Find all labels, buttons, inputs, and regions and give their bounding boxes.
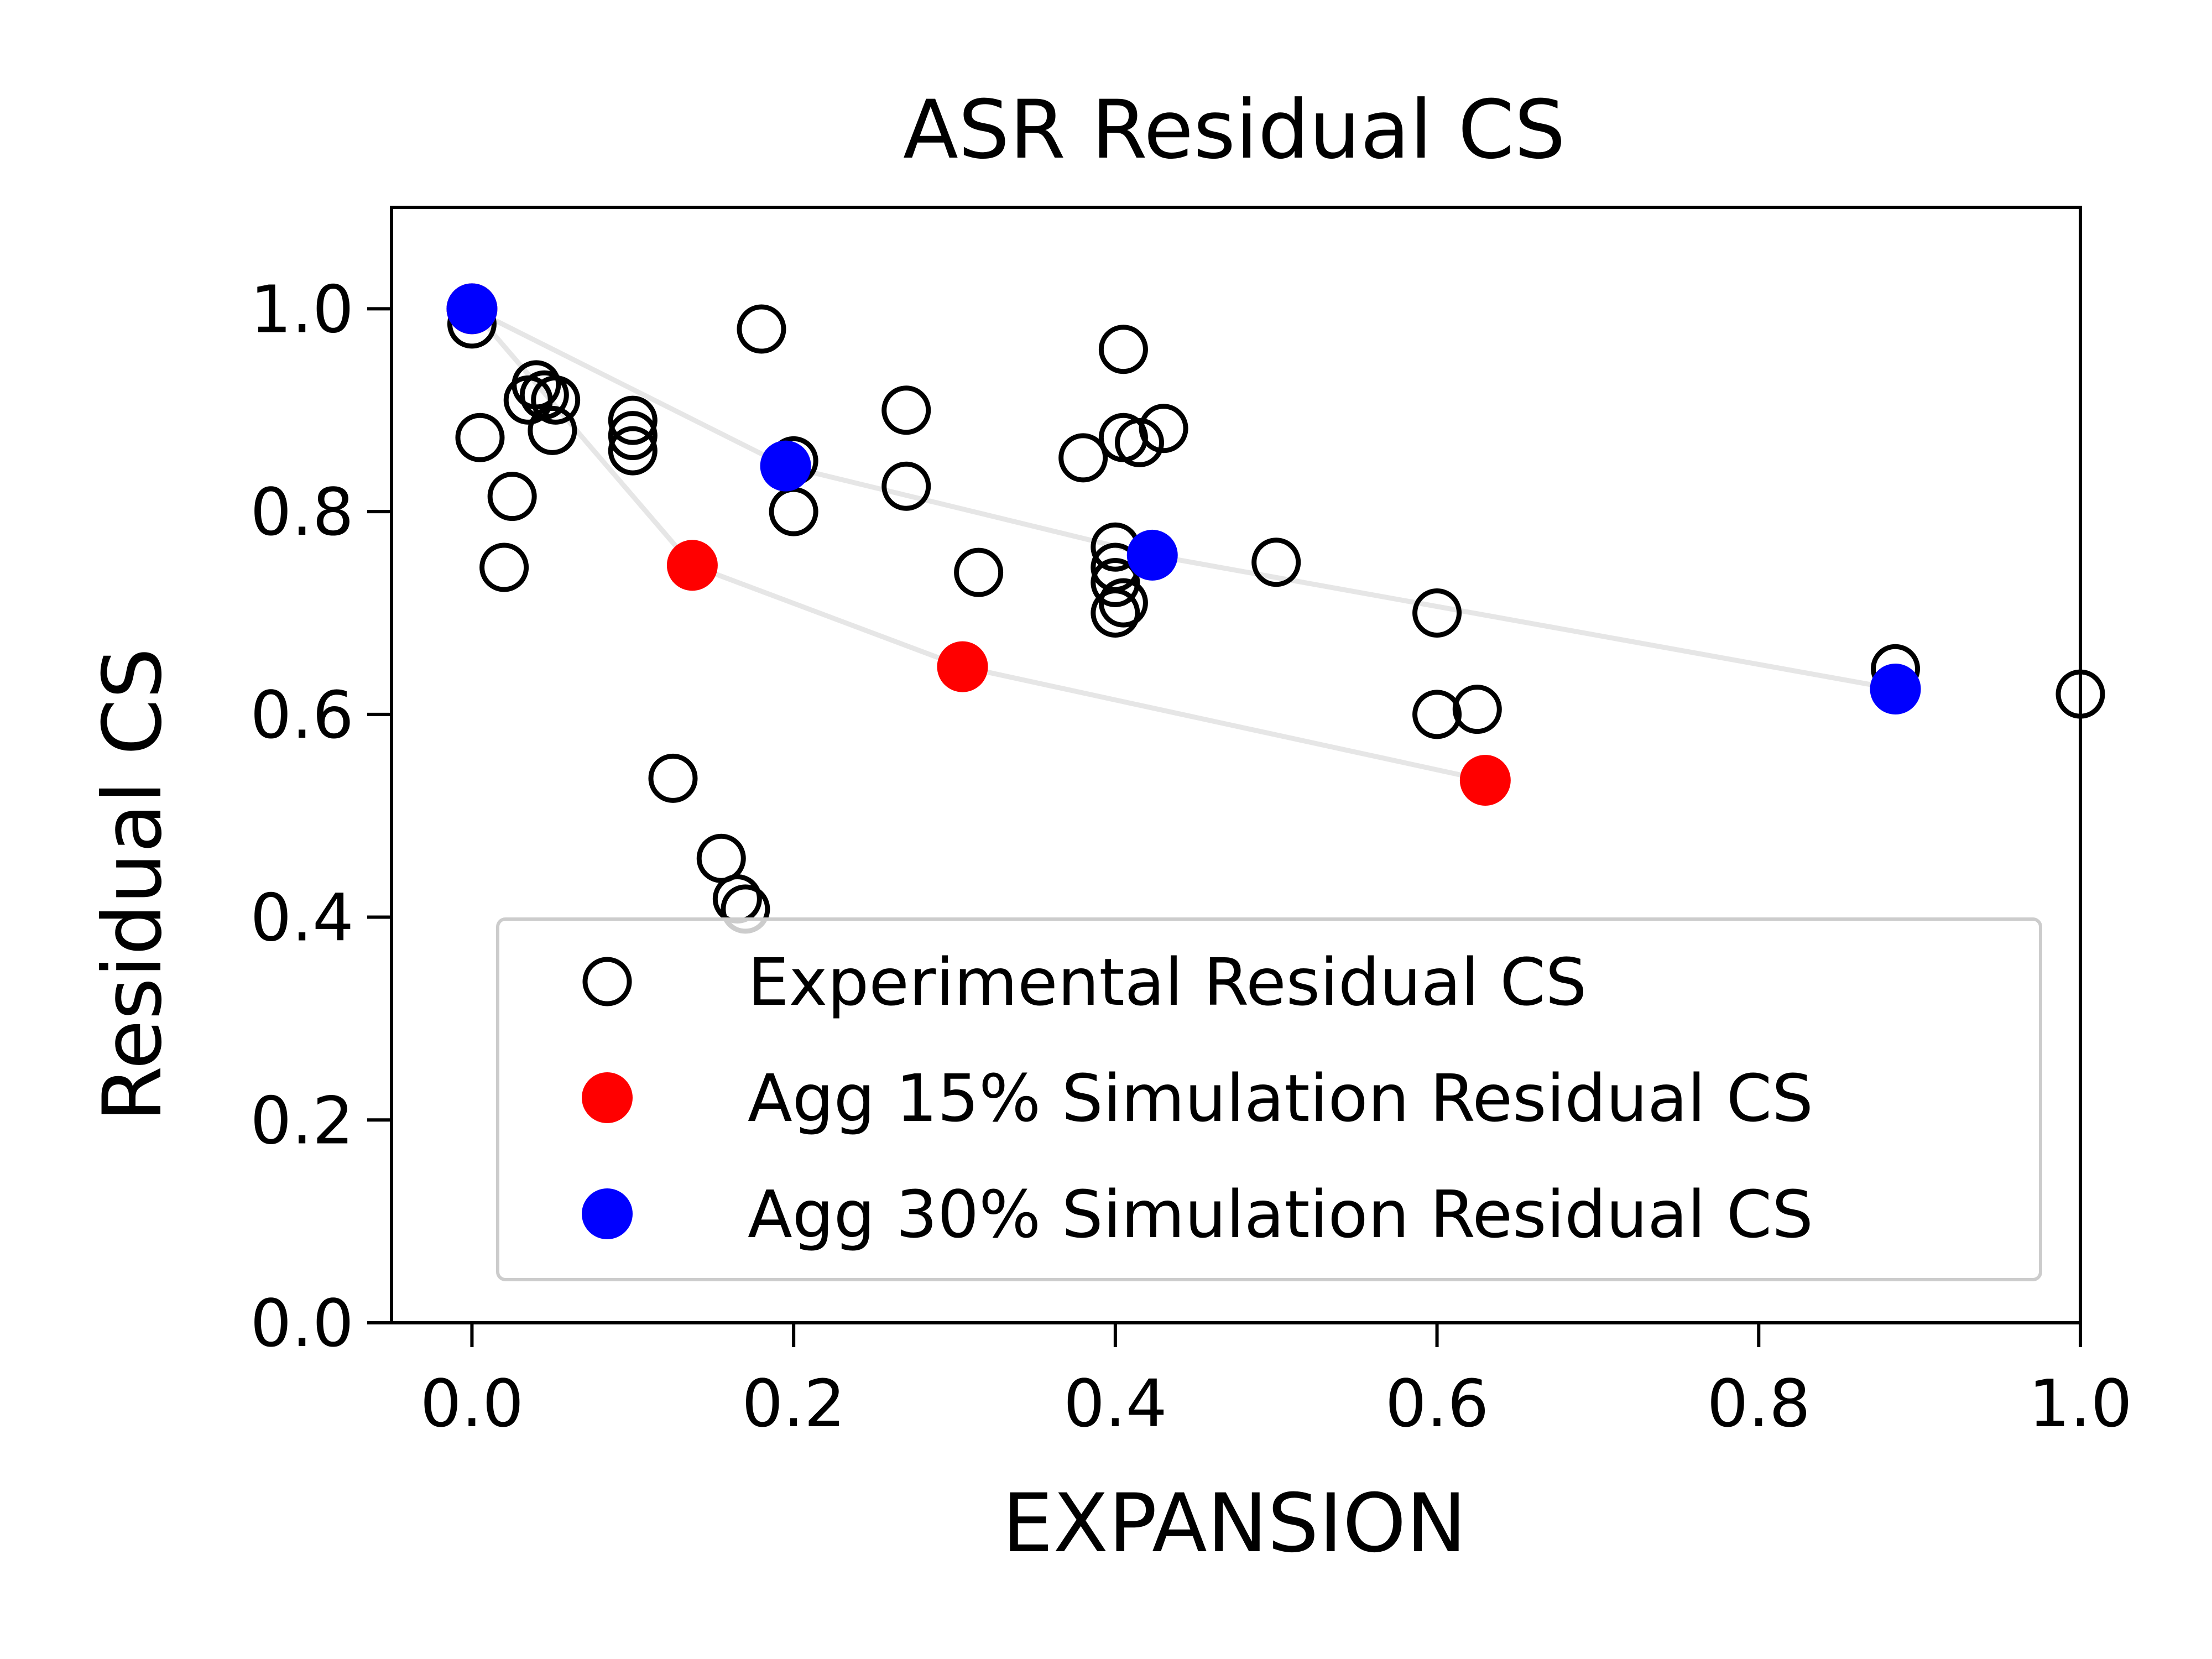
- experimental-point: [1452, 685, 1502, 734]
- experimental-point: [648, 753, 698, 803]
- experimental-point: [1098, 325, 1148, 374]
- legend-marker: [582, 957, 632, 1006]
- experimental-point: [954, 547, 1004, 597]
- simulation-point: [1126, 529, 1178, 581]
- experimental-point: [1139, 404, 1188, 453]
- legend-label: Experimental Residual CS: [748, 944, 1587, 1020]
- y-axis-ticks: 0.0 0.2 0.4 0.6 0.8 1.0: [250, 271, 392, 1361]
- x-axis-label: EXPANSION: [1002, 1477, 1467, 1571]
- data-points: [446, 283, 2105, 934]
- experimental-point: [737, 304, 786, 354]
- simulation-point: [1870, 663, 1921, 714]
- legend-label: Agg 15% Simulation Residual CS: [748, 1060, 1813, 1136]
- x-tick-label: 0.2: [742, 1365, 846, 1442]
- series-line: [471, 306, 1896, 692]
- simulation-point: [1459, 755, 1511, 806]
- x-tick-label: 0.6: [1385, 1365, 1489, 1442]
- experimental-point: [479, 542, 529, 592]
- experimental-point: [1091, 557, 1140, 607]
- y-axis-label: Residual CS: [86, 648, 180, 1122]
- experimental-point: [881, 461, 931, 511]
- x-tick-label: 0.8: [1707, 1365, 1811, 1442]
- experimental-point: [608, 411, 658, 461]
- experimental-point: [1091, 588, 1140, 638]
- legend-marker: [582, 1188, 633, 1239]
- plot-frame: [390, 206, 2082, 1324]
- chart-title: ASR Residual CS: [903, 83, 1566, 177]
- legend-label: Agg 30% Simulation Residual CS: [748, 1176, 1813, 1253]
- experimental-point: [487, 472, 537, 521]
- experimental-point: [696, 833, 746, 883]
- experimental-point: [528, 405, 577, 455]
- x-tick-label: 1.0: [2028, 1365, 2132, 1442]
- legend-marker: [582, 1072, 633, 1123]
- x-axis-ticks: 0.0 0.2 0.4 0.6 0.8 1.0: [420, 1323, 2132, 1442]
- x-tick-label: 0.0: [420, 1365, 524, 1442]
- series-line: [470, 307, 1486, 783]
- y-tick-label: 0.8: [250, 474, 354, 550]
- experimental-point: [531, 375, 581, 425]
- simulation-point: [666, 540, 718, 591]
- legend: Experimental Residual CS Agg 15% Simulati…: [496, 917, 2042, 1281]
- experimental-point: [608, 426, 658, 476]
- simulation-point: [760, 440, 811, 492]
- experimental-point: [1412, 588, 1462, 638]
- experimental-point: [1058, 433, 1108, 483]
- experimental-point: [1098, 578, 1148, 628]
- experimental-point: [455, 413, 505, 462]
- simulation-point: [937, 641, 988, 692]
- y-tick-label: 0.6: [250, 677, 354, 753]
- experimental-point: [608, 395, 658, 445]
- y-tick-label: 0.2: [250, 1082, 354, 1159]
- experimental-point: [1114, 418, 1164, 467]
- simulation-lines: [470, 306, 1896, 783]
- y-tick-label: 0.0: [250, 1285, 354, 1361]
- experimental-point: [1251, 538, 1301, 587]
- experimental-point: [769, 487, 818, 536]
- y-tick-label: 1.0: [250, 271, 354, 347]
- y-tick-label: 0.4: [250, 880, 354, 956]
- legend-box: [496, 917, 2042, 1281]
- simulation-point: [446, 283, 498, 335]
- experimental-point: [1412, 690, 1462, 739]
- x-tick-label: 0.4: [1063, 1365, 1167, 1442]
- experimental-point: [881, 385, 931, 435]
